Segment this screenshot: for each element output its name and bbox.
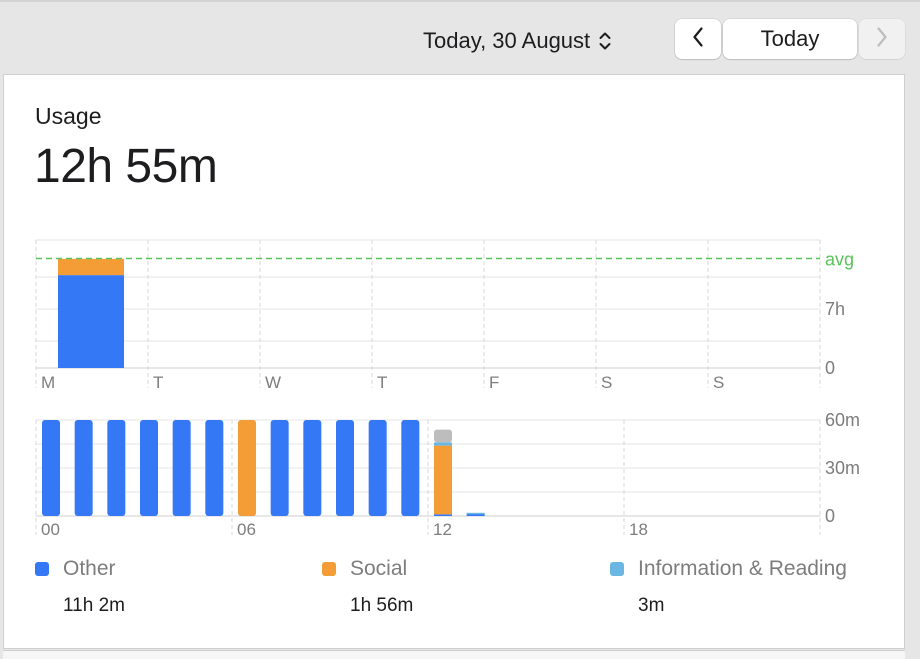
- legend-value-social: 1h 56m: [350, 595, 414, 616]
- weekly-bar-social-0: [58, 258, 124, 276]
- hourly-y-tick-label: 60m: [825, 410, 860, 430]
- hourly-y-tick-label: 30m: [825, 458, 860, 478]
- legend-swatch-information-reading: [610, 562, 624, 576]
- hourly-bar-other-9: [336, 420, 354, 516]
- hourly-bar-other-11: [401, 420, 420, 516]
- legend-item-other: Other 11h 2m: [35, 557, 125, 617]
- hourly-bar-information-reading-12: [434, 442, 452, 446]
- hourly-bar-uncategorized-12: [434, 429, 452, 443]
- weekly-average-label: avg: [825, 250, 854, 270]
- legend-label-social: Social: [350, 557, 408, 580]
- up-down-chevron-icon: [598, 29, 612, 53]
- date-selector[interactable]: Today, 30 August: [423, 26, 612, 56]
- hourly-bar-other-1: [74, 420, 93, 516]
- hourly-bar-other-10: [368, 420, 387, 516]
- hourly-bar-other-12: [434, 514, 452, 516]
- weekly-day-label: S: [713, 373, 724, 392]
- weekly-bar-other-0: [58, 275, 124, 368]
- toolbar: Today, 30 August Today: [0, 2, 920, 74]
- legend-swatch-social: [322, 562, 336, 576]
- weekly-y-tick-label: 0: [825, 358, 835, 378]
- next-panel-edge: [3, 650, 905, 659]
- usage-title: Usage: [35, 103, 102, 129]
- weekly-day-label: M: [41, 373, 55, 392]
- today-button-label: Today: [760, 26, 820, 51]
- hourly-usage-chart[interactable]: 00 06 12 18 0 30m 60m: [4, 405, 904, 535]
- legend-item-social: Social 1h 56m: [322, 557, 413, 617]
- chevron-right-icon: [875, 26, 889, 53]
- next-day-button[interactable]: [859, 19, 905, 59]
- weekly-day-label: F: [489, 373, 499, 392]
- hourly-x-tick-label: 12: [433, 520, 452, 535]
- legend-value-other: 11h 2m: [63, 595, 125, 616]
- hourly-bar-other-2: [107, 420, 126, 516]
- legend-label-other: Other: [63, 557, 116, 580]
- today-button[interactable]: Today: [723, 19, 857, 59]
- hourly-bar-social-6: [238, 420, 256, 516]
- chevron-left-icon: [691, 26, 705, 53]
- date-label: Today, 30 August: [423, 28, 591, 53]
- legend-item-information-reading: Information & Reading 3m: [610, 557, 847, 617]
- previous-day-button[interactable]: [675, 19, 721, 59]
- hourly-x-tick-label: 18: [629, 520, 648, 535]
- hourly-bar-social-12: [434, 445, 452, 515]
- hourly-bar-other-0: [42, 420, 60, 516]
- hourly-bar-other-8: [303, 420, 322, 516]
- weekly-day-label: T: [377, 373, 387, 392]
- hourly-x-tick-label: 06: [237, 520, 256, 535]
- weekly-day-label: W: [265, 373, 281, 392]
- weekly-y-tick-label: 7h: [825, 299, 845, 319]
- legend-label-information-reading: Information & Reading: [638, 557, 847, 580]
- hourly-bar-information-reading-13: [466, 512, 485, 515]
- usage-total-time: 12h 55m: [34, 140, 218, 193]
- legend-value-information-reading: 3m: [638, 595, 665, 616]
- weekly-day-label: S: [601, 373, 612, 392]
- hourly-x-tick-label: 00: [41, 520, 60, 535]
- hourly-bar-other-4: [172, 420, 191, 516]
- hourly-bar-other-3: [140, 420, 158, 516]
- hourly-bar-other-13: [466, 513, 485, 516]
- hourly-y-tick-label: 0: [825, 506, 835, 526]
- window-top-border: [0, 0, 920, 2]
- hourly-bar-other-7: [270, 420, 289, 516]
- legend-swatch-other: [35, 562, 49, 576]
- weekly-day-label: T: [153, 373, 163, 392]
- hourly-bar-other-5: [205, 420, 224, 516]
